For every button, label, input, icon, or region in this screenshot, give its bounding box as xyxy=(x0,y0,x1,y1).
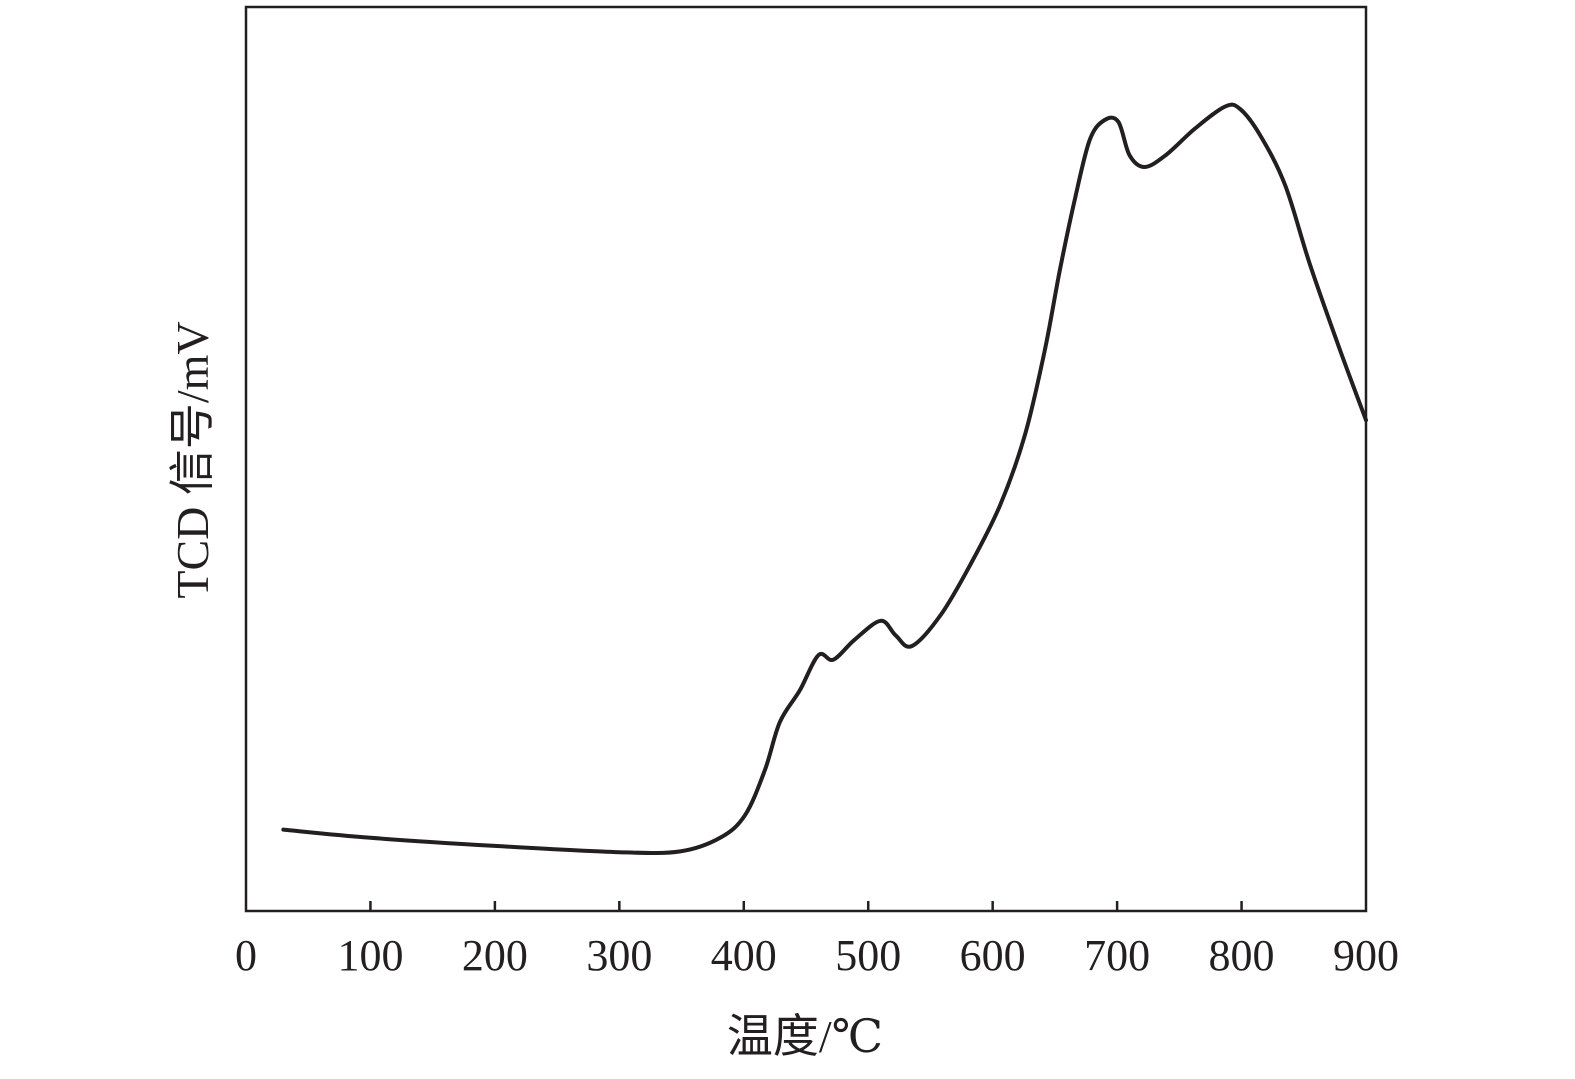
x-tick-label: 800 xyxy=(1209,931,1275,980)
x-tick-label: 0 xyxy=(235,931,257,980)
x-tick-label: 300 xyxy=(586,931,652,980)
x-axis-ticks xyxy=(369,901,1243,911)
x-tick-label: 900 xyxy=(1333,931,1399,980)
x-tick-label: 700 xyxy=(1084,931,1150,980)
x-tick-label: 400 xyxy=(711,931,777,980)
x-axis-tick-labels: 0 100 200 300 400 500 600 700 800 900 xyxy=(235,931,1399,980)
x-tick-label: 100 xyxy=(337,931,403,980)
x-axis-label: 温度/℃ xyxy=(727,1011,883,1062)
y-axis-label: TCD 信号/mV xyxy=(167,321,218,598)
plot-frame xyxy=(244,5,1368,913)
series-line xyxy=(281,102,1368,856)
x-tick-label: 500 xyxy=(835,931,901,980)
x-tick-label: 600 xyxy=(960,931,1026,980)
x-tick-label: 200 xyxy=(462,931,528,980)
